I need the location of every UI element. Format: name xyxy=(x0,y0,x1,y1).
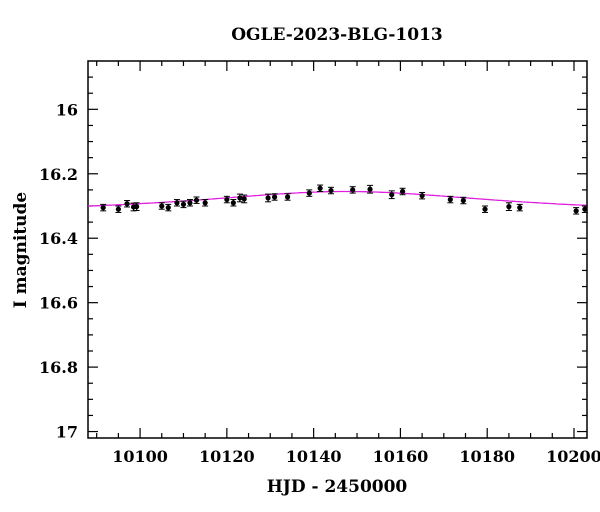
plot-border xyxy=(87,60,588,439)
data-marker xyxy=(517,205,523,211)
data-marker xyxy=(271,194,278,200)
axis-ticks xyxy=(88,61,587,438)
data-marker xyxy=(447,196,453,203)
y-tick-label: 16.8 xyxy=(39,358,78,377)
data-point xyxy=(241,194,248,204)
data-point xyxy=(306,189,313,197)
data-point xyxy=(193,196,200,204)
data-marker xyxy=(582,206,588,212)
data-point xyxy=(399,187,406,196)
x-tick-label: 10140 xyxy=(286,447,342,466)
data-point xyxy=(505,202,512,212)
data-point xyxy=(223,195,230,204)
data-marker xyxy=(399,188,406,195)
data-marker xyxy=(174,200,180,206)
data-marker xyxy=(367,186,373,192)
data-point xyxy=(581,205,588,213)
data-marker xyxy=(419,193,425,199)
data-point xyxy=(482,205,489,213)
data-point xyxy=(186,199,193,207)
data-point xyxy=(180,200,187,209)
data-marker xyxy=(328,187,334,194)
data-marker xyxy=(306,190,312,196)
data-point xyxy=(133,202,140,212)
data-points xyxy=(100,184,588,215)
plot-frame xyxy=(87,60,588,439)
data-point xyxy=(271,193,278,201)
data-marker xyxy=(573,208,579,214)
data-marker xyxy=(241,196,247,202)
data-point xyxy=(230,199,237,207)
data-point xyxy=(236,193,243,203)
data-point xyxy=(573,207,580,215)
x-tick-label: 10180 xyxy=(459,447,515,466)
data-point xyxy=(284,193,291,201)
data-point xyxy=(327,186,334,195)
y-tick-label: 16.6 xyxy=(39,294,78,313)
x-axis-label: HJD - 2450000 xyxy=(267,477,408,497)
data-marker xyxy=(202,200,208,206)
y-axis-label: I magnitude xyxy=(11,192,31,309)
data-point xyxy=(124,200,131,208)
data-marker xyxy=(193,197,200,203)
data-marker xyxy=(100,205,106,211)
data-marker xyxy=(230,200,236,206)
data-marker xyxy=(187,200,193,206)
data-marker xyxy=(460,197,466,204)
data-point xyxy=(447,195,454,204)
x-tick-labels: 10100 10120 10140 10160 10180 10200 xyxy=(112,447,600,466)
x-tick-label: 10120 xyxy=(199,447,255,466)
data-marker xyxy=(389,192,395,198)
x-tick-label: 10200 xyxy=(546,447,600,466)
data-point xyxy=(317,184,324,192)
chart-title: OGLE-2023-BLG-1013 xyxy=(231,25,443,45)
data-marker xyxy=(124,201,130,207)
data-point xyxy=(115,205,122,213)
data-point xyxy=(100,203,107,212)
data-point xyxy=(388,190,395,200)
data-point xyxy=(516,203,523,212)
y-tick-label: 16.4 xyxy=(39,229,78,248)
data-marker xyxy=(285,194,291,200)
data-point xyxy=(265,193,272,203)
data-marker xyxy=(265,195,271,201)
data-marker xyxy=(180,201,187,207)
data-point xyxy=(202,199,209,207)
x-tick-label: 10100 xyxy=(112,447,168,466)
data-marker xyxy=(133,204,140,210)
y-tick-labels: 16 16.2 16.4 16.6 16.8 17 xyxy=(39,100,78,441)
data-marker xyxy=(224,196,230,203)
data-point xyxy=(173,199,180,207)
data-marker xyxy=(317,185,323,191)
data-point xyxy=(367,184,374,194)
data-marker xyxy=(237,195,243,201)
data-marker xyxy=(115,206,121,212)
data-marker xyxy=(350,187,356,193)
model-curve xyxy=(87,190,587,207)
data-point xyxy=(460,196,467,205)
data-marker xyxy=(482,206,488,212)
data-point xyxy=(349,186,356,194)
data-point xyxy=(165,203,172,212)
data-marker xyxy=(165,205,171,211)
data-marker xyxy=(159,203,165,209)
data-marker xyxy=(506,204,512,210)
x-tick-label: 10160 xyxy=(373,447,429,466)
y-tick-label: 16.2 xyxy=(39,165,78,184)
y-tick-label: 16 xyxy=(56,100,78,119)
data-point xyxy=(158,202,165,210)
y-tick-label: 17 xyxy=(56,423,78,442)
data-point xyxy=(419,191,426,200)
